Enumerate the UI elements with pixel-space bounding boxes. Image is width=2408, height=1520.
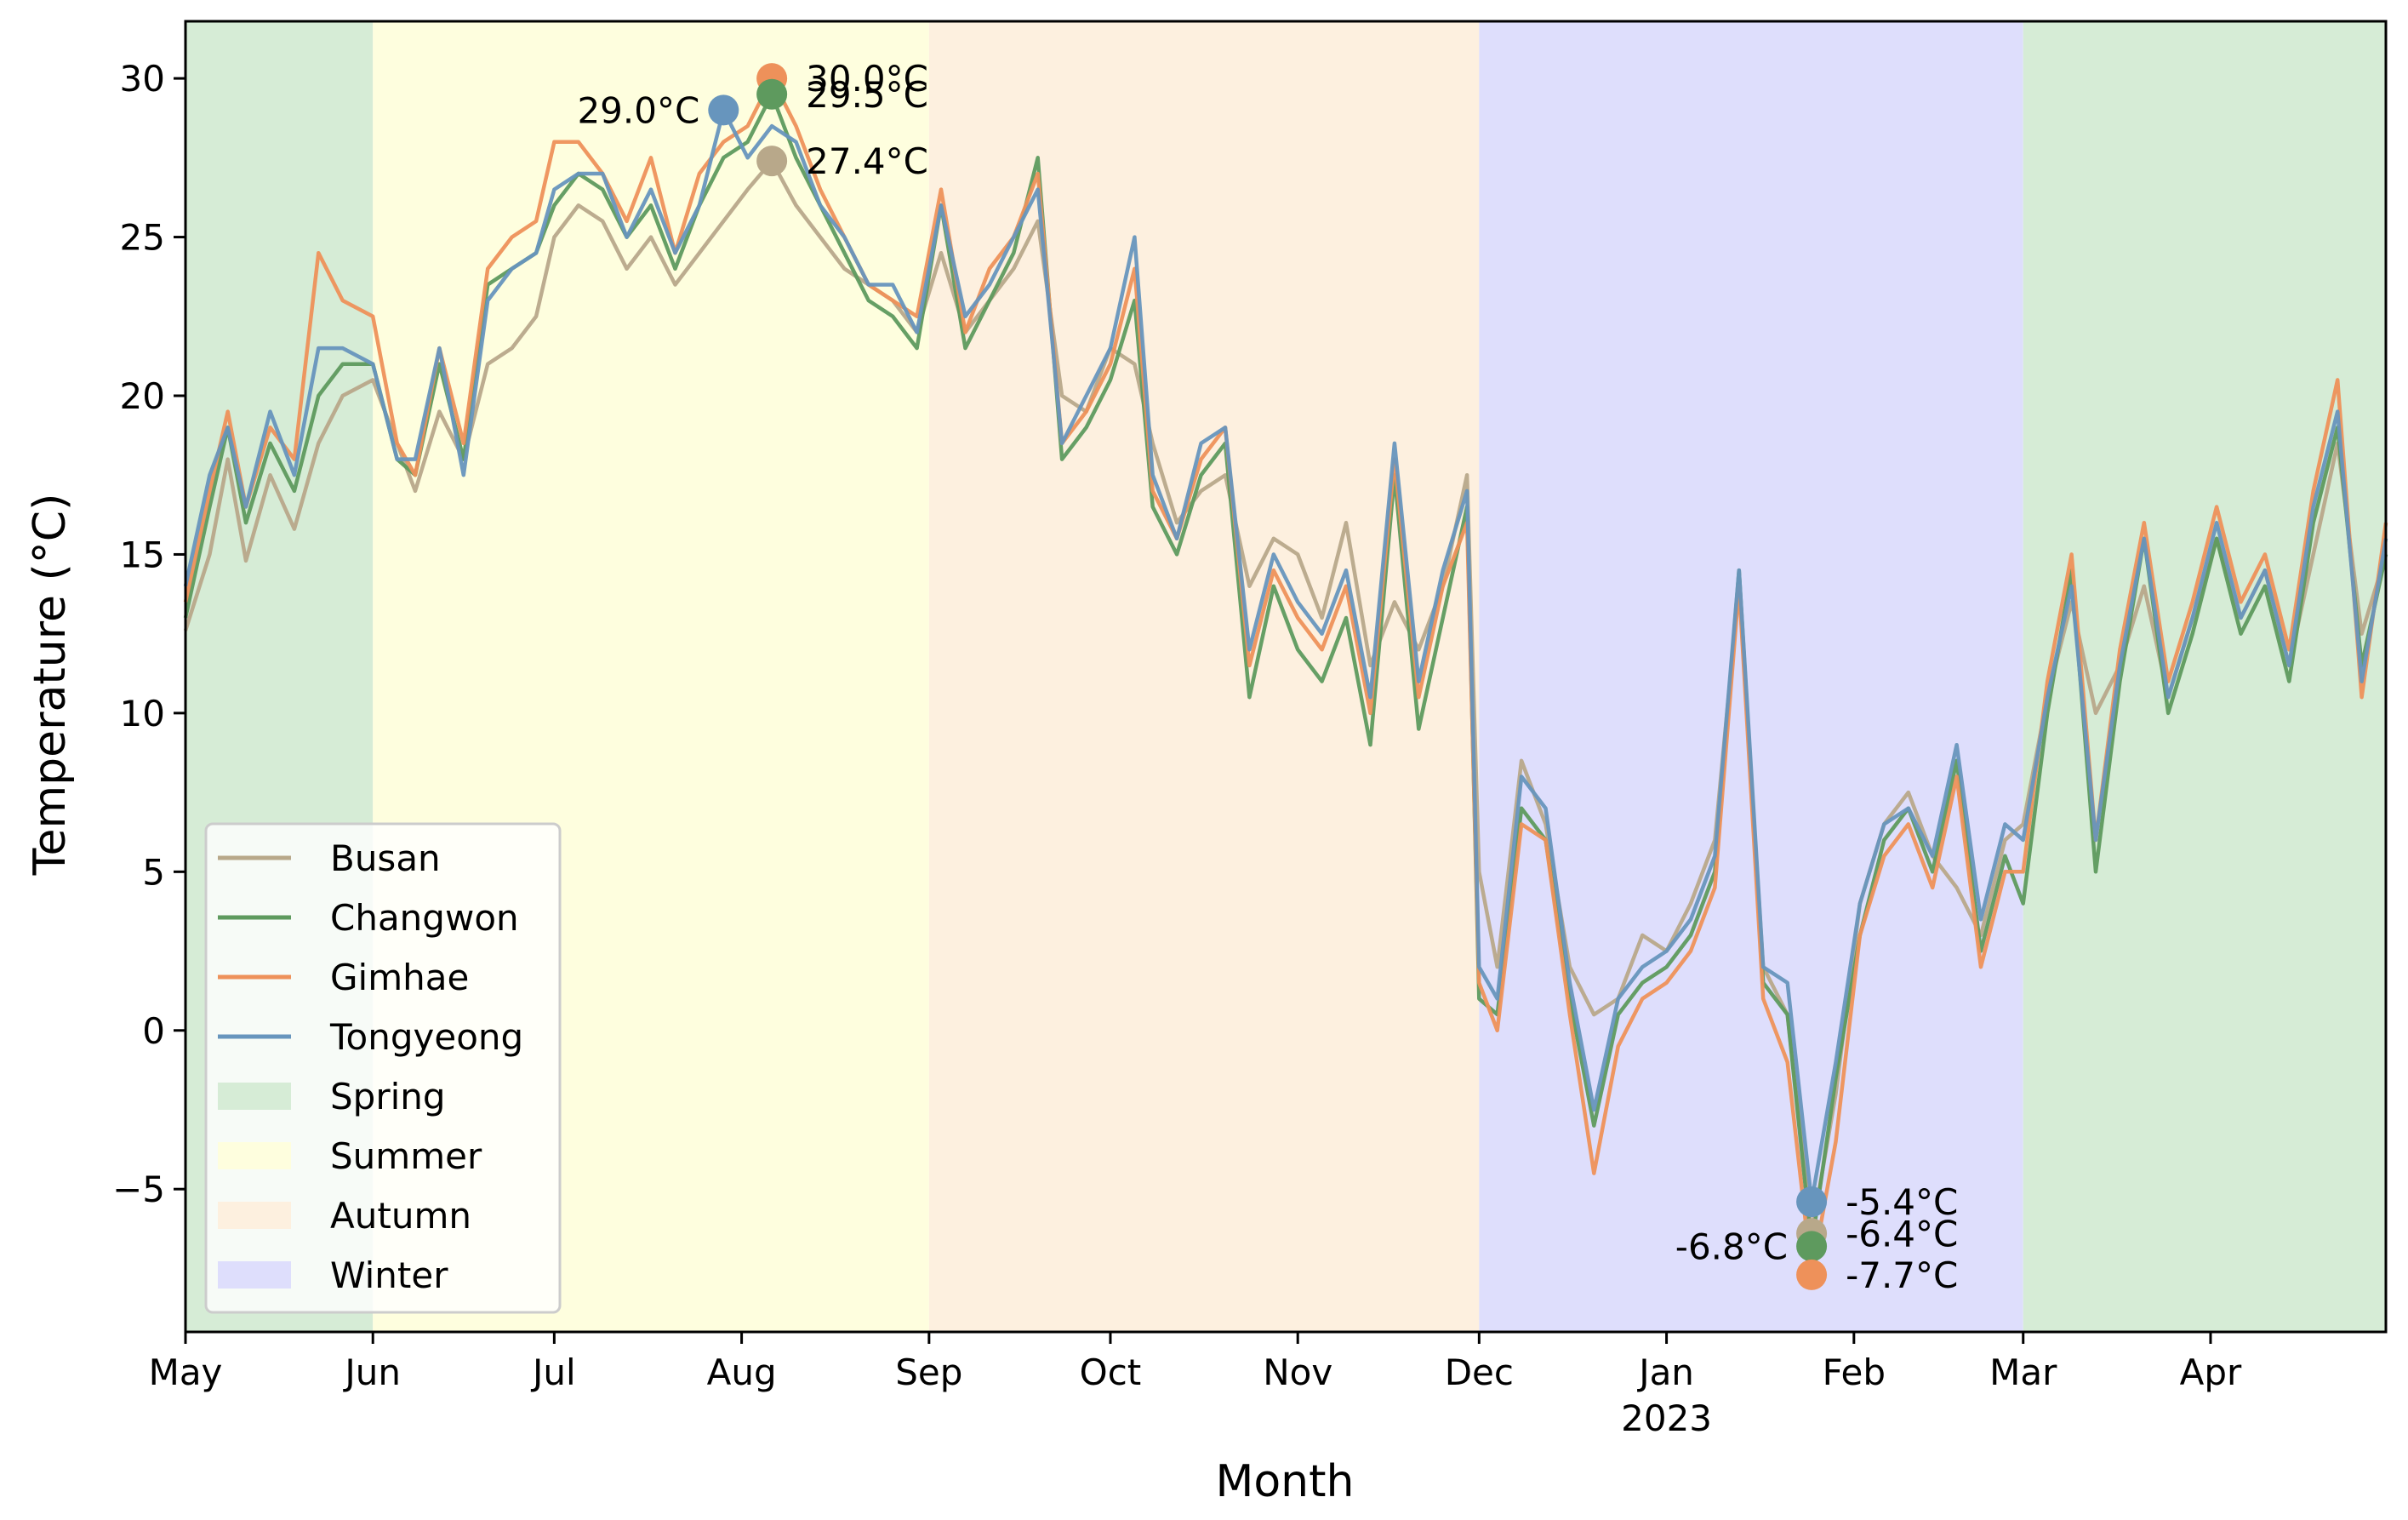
legend-label-autumn: Autumn: [330, 1195, 471, 1237]
annotation-label-changwon-max: 29.5°C: [806, 74, 928, 116]
legend-label-changwon: Changwon: [330, 897, 519, 939]
annotation-label-busan-min: -6.4°C: [1846, 1213, 1958, 1254]
annotation-label-busan-max: 27.4°C: [806, 140, 928, 182]
x-tick-label: Oct: [1080, 1351, 1142, 1393]
x-tick-label: Feb: [1823, 1351, 1886, 1393]
legend-swatch-spring: [218, 1083, 291, 1110]
annotation-marker-tongyeong-max: [708, 94, 739, 126]
y-tick-label: 10: [120, 693, 165, 734]
series-line-changwon: [183, 92, 2388, 1249]
plot-frame: [184, 20, 2388, 1334]
x-tick-label: Jul: [530, 1351, 576, 1393]
x-tick-label: May: [149, 1351, 223, 1393]
legend-label-spring: Spring: [330, 1076, 446, 1117]
series-lines: [183, 76, 2388, 1277]
annotation-label-changwon-min: -6.8°C: [1675, 1226, 1788, 1267]
legend-label-tongyeong: Tongyeong: [329, 1016, 523, 1058]
annotation-marker-changwon-min: [1796, 1231, 1828, 1262]
season-band-spring-4: [2023, 21, 2386, 1332]
y-tick-label: 15: [120, 534, 165, 575]
x-tick-label: Jun: [342, 1351, 401, 1393]
series-line-gimhae: [183, 76, 2388, 1277]
extreme-annotations: 29.0°C 30.0°C29.5°C 27.4°C -5.4°C-6.4°C -6.8…: [577, 58, 1958, 1296]
x-tick-label: Mar: [1989, 1351, 2057, 1393]
legend-label-busan: Busan: [330, 837, 441, 879]
annotation-label-tongyeong-max: 29.0°C: [577, 89, 699, 131]
axes: Month Temperature (°C) 30 25 20 15 10 5 0 −5 May…: [25, 20, 2388, 1507]
annotation-label-gimhae-max: 30.0°C: [806, 58, 928, 100]
annotation-marker-changwon-max: [756, 78, 788, 110]
series-line-tongyeong: [183, 108, 2388, 1204]
x-tick-label: Apr: [2180, 1351, 2242, 1393]
legend-swatch-summer: [218, 1142, 291, 1169]
annotation-label-tongyeong-min: -5.4°C: [1846, 1181, 1958, 1223]
y-tick-label: 20: [120, 375, 165, 417]
x-tick-label: Dec: [1445, 1351, 1514, 1393]
y-tick-label: −5: [112, 1169, 165, 1210]
legend-label-gimhae: Gimhae: [330, 957, 469, 998]
y-tick-label: 0: [142, 1010, 165, 1052]
y-tick-label: 5: [142, 851, 165, 893]
annotation-label-gimhae-min: -7.7°C: [1846, 1254, 1958, 1296]
x-tick-label: Nov: [1263, 1351, 1332, 1393]
annotation-marker-gimhae-min: [1796, 1259, 1828, 1290]
legend-swatch-autumn: [218, 1202, 291, 1229]
annotation-marker-busan-max: [756, 146, 788, 177]
legend-label-summer: Summer: [330, 1135, 482, 1177]
y-tick-label: 25: [120, 217, 165, 259]
legend-box: [204, 822, 562, 1314]
x-axis-label: Month: [1216, 1456, 1355, 1507]
legend: Busan Changwon Gimhae Tongyeong Spring Summer…: [204, 822, 562, 1314]
season-band-winter-3: [1479, 21, 2023, 1332]
y-axis-label: Temperature (°C): [25, 494, 76, 877]
x-tick-label: Sep: [895, 1351, 962, 1393]
y-tick-label: 30: [120, 58, 165, 100]
annotation-marker-tongyeong-min: [1796, 1186, 1828, 1218]
legend-swatch-winter: [218, 1261, 291, 1289]
x-year-label: 2023: [1621, 1397, 1712, 1439]
x-tick-label: Aug: [707, 1351, 777, 1393]
legend-label-winter: Winter: [330, 1254, 448, 1296]
x-tick-label: Jan: [1636, 1351, 1694, 1393]
season-band-autumn-2: [928, 21, 1480, 1332]
